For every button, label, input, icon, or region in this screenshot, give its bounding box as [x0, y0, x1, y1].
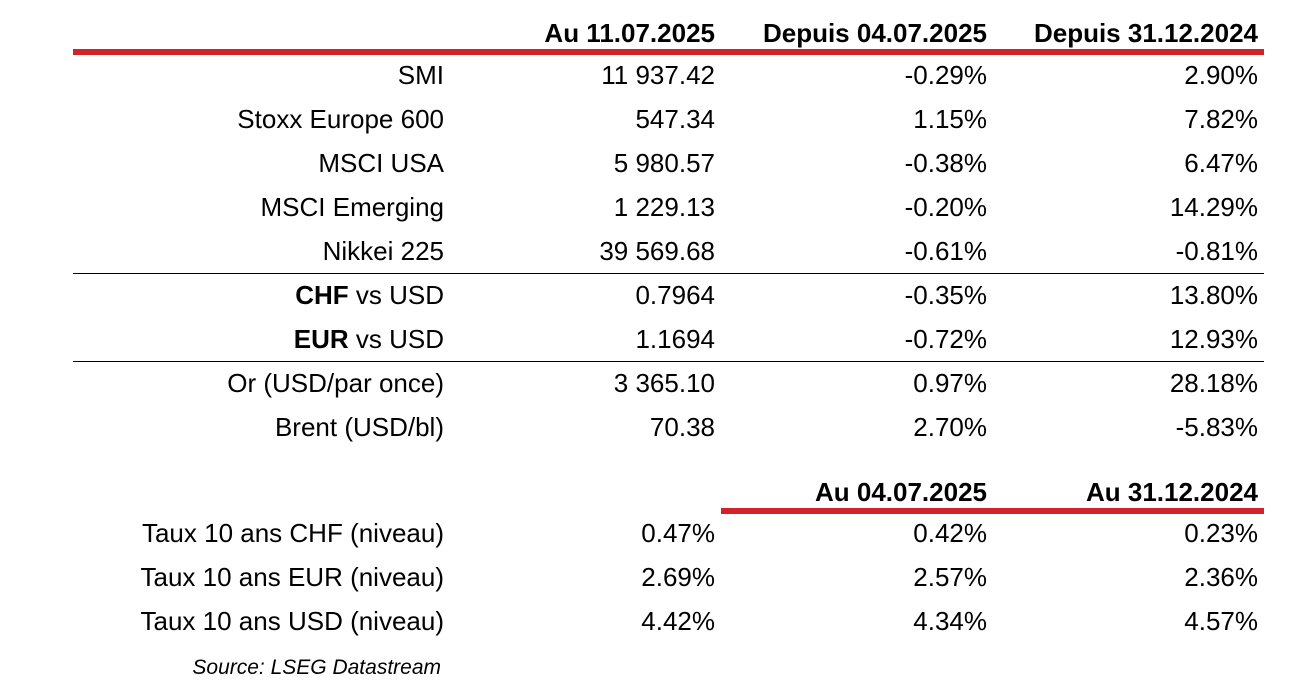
row-label: SMI: [397, 60, 444, 90]
row-week-level: 4.34%: [913, 606, 987, 636]
row-ytd-level: 0.23%: [1184, 518, 1258, 548]
row-ytd-level: 4.57%: [1184, 606, 1258, 636]
row-value: 5 980.57: [613, 148, 715, 178]
rates-header-ytd-col: Au 31.12.2024: [1085, 477, 1258, 507]
header-red-rule: [73, 49, 1264, 55]
row-week-level: 2.57%: [913, 562, 987, 592]
row-ytd-change: 28.18%: [1169, 368, 1258, 398]
row-week-change: 2.70%: [913, 412, 987, 442]
row-label: Taux 10 ans EUR (niveau): [140, 562, 444, 592]
row-week-change: -0.35%: [904, 280, 987, 310]
row-value: 4.42%: [641, 606, 715, 636]
row-value: 70.38: [649, 412, 715, 442]
currency-code: EUR: [293, 324, 349, 354]
row-ytd-change: 6.47%: [1184, 148, 1258, 178]
row-value: 1 229.13: [613, 192, 715, 222]
row-week-change: 1.15%: [913, 104, 987, 134]
section-divider: [73, 273, 1264, 274]
header-week-change-col: Depuis 04.07.2025: [762, 18, 987, 48]
row-label: Taux 10 ans USD (niveau): [140, 606, 444, 636]
row-label: CHF vs USD: [295, 279, 444, 311]
row-value: 11 937.42: [601, 60, 715, 90]
row-ytd-change: 12.93%: [1169, 324, 1258, 354]
header-date-col: Au 11.07.2025: [544, 18, 715, 48]
row-week-level: 0.42%: [913, 518, 987, 548]
row-label: Or (USD/par once): [227, 368, 444, 398]
row-label: EUR vs USD: [294, 323, 444, 355]
row-label: Stoxx Europe 600: [237, 104, 444, 134]
row-label: Brent (USD/bl): [274, 412, 444, 442]
rates-header-week-col: Au 04.07.2025: [814, 477, 987, 507]
row-label: MSCI Emerging: [260, 192, 445, 222]
row-label: Nikkei 225: [322, 236, 444, 266]
row-value: 39 569.68: [599, 236, 715, 266]
header-ytd-change-col: Depuis 31.12.2024: [1033, 18, 1258, 48]
row-ytd-change: 14.29%: [1169, 192, 1258, 222]
rates-red-rule: [721, 508, 1264, 514]
row-label: MSCI USA: [318, 148, 444, 178]
row-label: Taux 10 ans CHF (niveau): [141, 518, 444, 548]
currency-suffix: vs USD: [348, 280, 444, 310]
row-value: 547.34: [635, 104, 715, 134]
row-value: 0.47%: [641, 518, 715, 548]
row-ytd-level: 2.36%: [1184, 562, 1258, 592]
currency-suffix: vs USD: [348, 324, 444, 354]
row-week-change: -0.29%: [904, 60, 987, 90]
row-ytd-change: -5.83%: [1175, 412, 1258, 442]
row-value: 1.1694: [635, 324, 715, 354]
row-ytd-change: 13.80%: [1169, 280, 1258, 310]
source-note: Source: LSEG Datastream: [192, 656, 441, 679]
row-ytd-change: 2.90%: [1184, 60, 1258, 90]
row-ytd-change: 7.82%: [1184, 104, 1258, 134]
row-ytd-change: -0.81%: [1175, 236, 1258, 266]
row-week-change: -0.38%: [904, 148, 987, 178]
row-week-change: -0.61%: [904, 236, 987, 266]
row-week-change: -0.20%: [904, 192, 987, 222]
row-week-change: -0.72%: [904, 324, 987, 354]
row-value: 2.69%: [641, 562, 715, 592]
row-value: 0.7964: [635, 280, 715, 310]
row-week-change: 0.97%: [913, 368, 987, 398]
currency-code: CHF: [295, 280, 349, 310]
section-divider: [73, 361, 1264, 362]
row-value: 3 365.10: [613, 368, 715, 398]
